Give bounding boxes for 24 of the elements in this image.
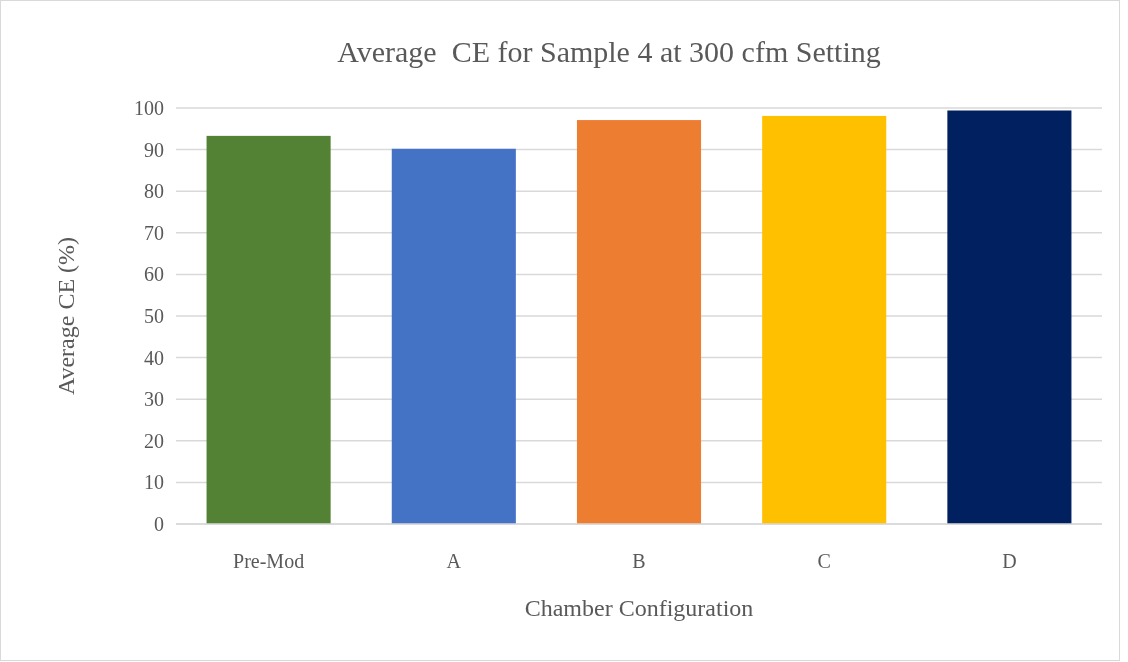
chart-title: Average CE for Sample 4 at 300 cfm Setting <box>337 35 881 68</box>
x-tick-label: A <box>446 550 462 572</box>
bar <box>947 110 1072 524</box>
y-tick-label: 0 <box>154 513 164 535</box>
bar <box>206 135 331 524</box>
y-tick-label: 70 <box>144 221 164 244</box>
y-tick-label: 80 <box>144 180 164 203</box>
y-tick-label: 40 <box>144 346 164 369</box>
y-tick-label: 100 <box>134 97 164 119</box>
x-axis-title: Chamber Configuration <box>524 595 754 621</box>
x-tick-label: Pre-Mod <box>233 550 305 572</box>
y-tick-label: 20 <box>144 429 164 452</box>
bar <box>576 120 702 524</box>
y-tick-label: 90 <box>144 138 164 161</box>
x-tick-label: B <box>632 550 646 572</box>
x-tick-label: D <box>1002 550 1017 572</box>
y-tick-label: 50 <box>144 305 164 327</box>
x-tick-label: C <box>817 550 831 572</box>
y-tick-label: 30 <box>144 388 164 411</box>
y-tick-label: 60 <box>144 263 164 286</box>
y-tick-label: 10 <box>144 471 164 494</box>
bar <box>762 115 887 524</box>
bar <box>391 148 516 524</box>
y-axis-title: Average CE (%) <box>53 236 79 396</box>
